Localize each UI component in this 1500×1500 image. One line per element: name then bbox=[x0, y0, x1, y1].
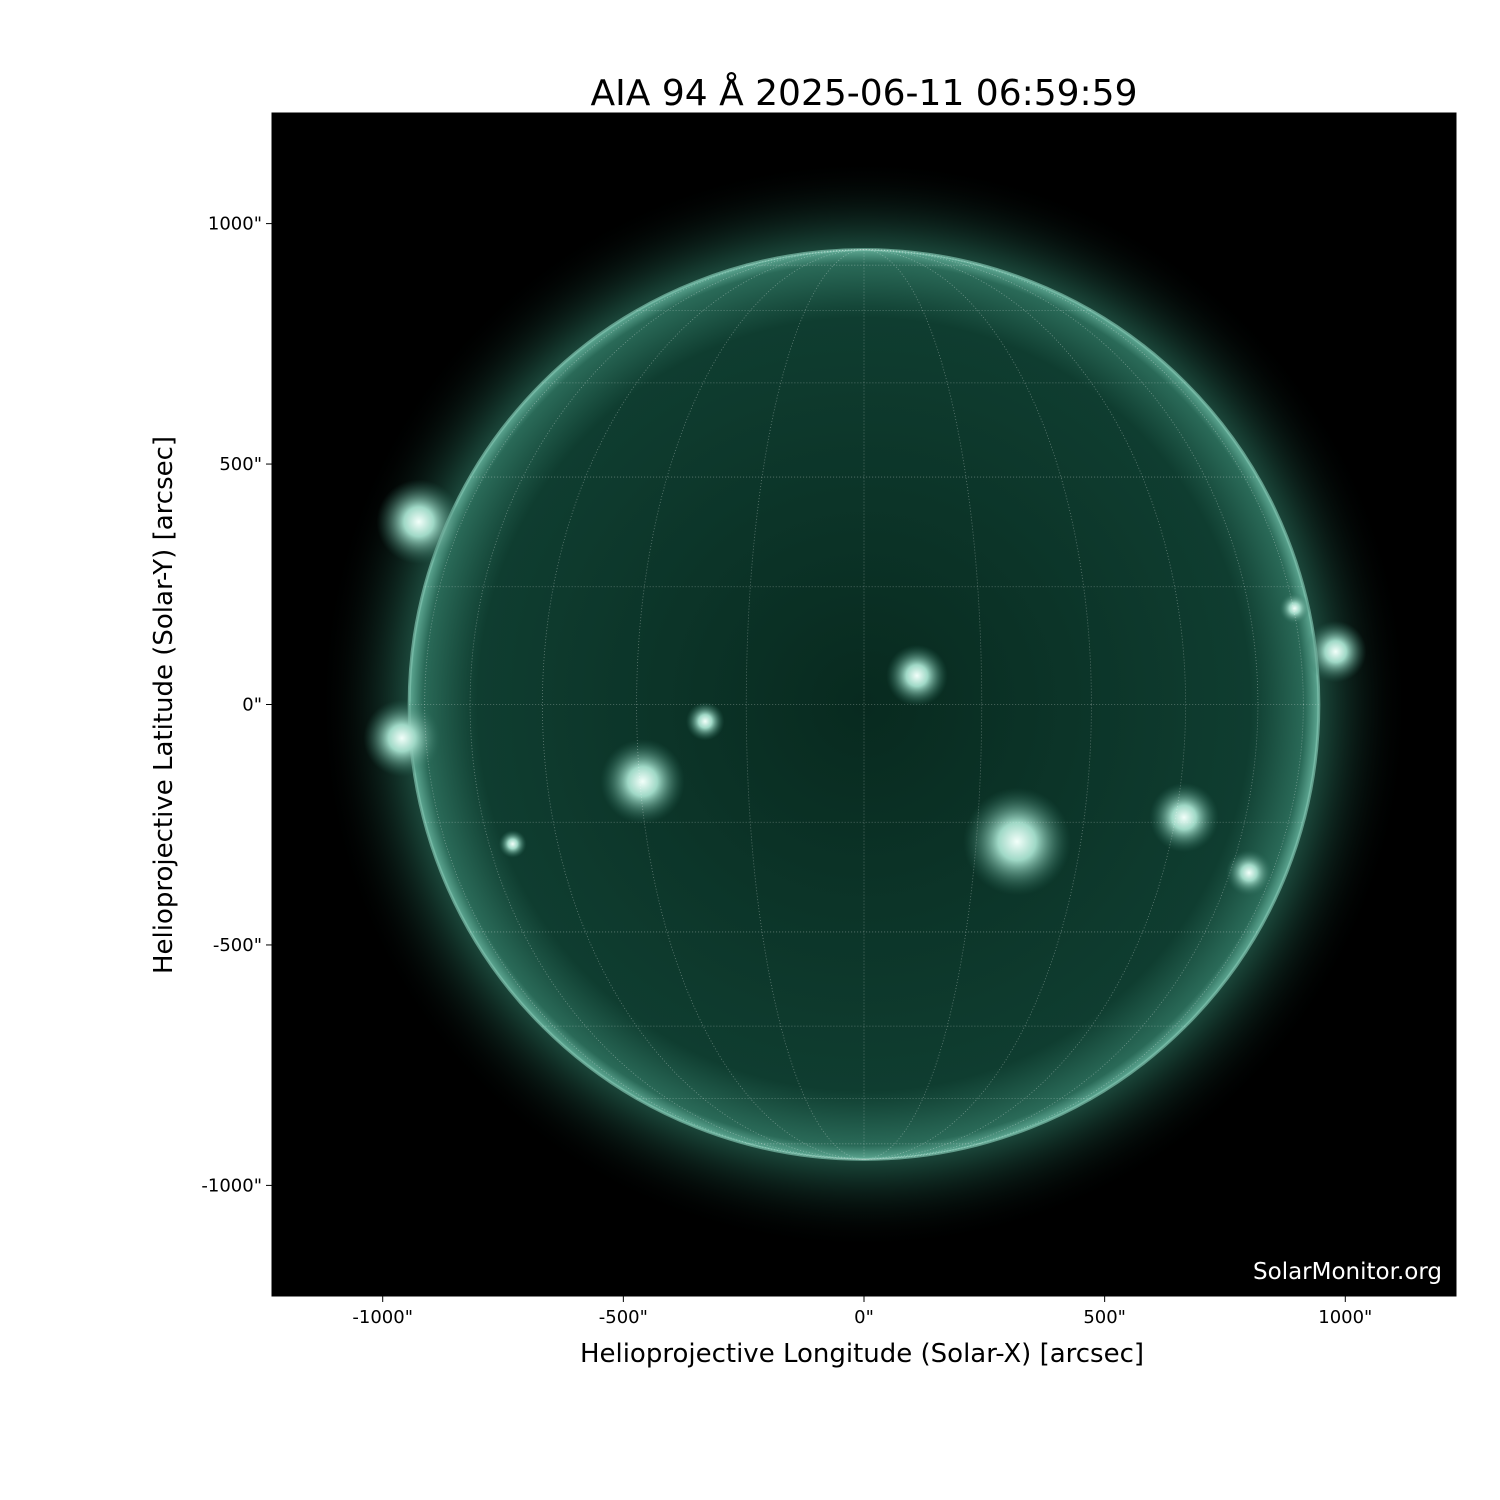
longitude-line bbox=[469, 249, 1259, 1160]
x-tick-label: -1000" bbox=[352, 1307, 413, 1328]
plot-title: AIA 94 Å 2025-06-11 06:59:59 bbox=[591, 71, 1138, 114]
longitude-line bbox=[424, 249, 1304, 1160]
active-region bbox=[363, 699, 441, 777]
active-region bbox=[963, 787, 1071, 896]
x-tick-label: 500" bbox=[1083, 1307, 1126, 1328]
sun-image bbox=[318, 158, 1410, 1251]
active-region bbox=[1279, 592, 1311, 624]
active-region bbox=[886, 644, 948, 707]
longitude-line bbox=[745, 249, 983, 1160]
y-tick-label: 0" bbox=[242, 695, 262, 716]
y-tick-label: -1000" bbox=[201, 1175, 262, 1196]
x-tick-label: -500" bbox=[599, 1307, 648, 1328]
active-region bbox=[376, 479, 462, 565]
active-region bbox=[1226, 849, 1273, 896]
y-tick-label: 500" bbox=[219, 454, 262, 475]
y-axis-label: Helioprojective Latitude (Solar-Y) [arcs… bbox=[149, 436, 179, 974]
y-tick-label: -500" bbox=[213, 935, 262, 956]
watermark: SolarMonitor.org bbox=[1253, 1259, 1442, 1285]
ticks: -1000" -500" 0" 500" 1000" 1000" 500" 0" -500" -1… bbox=[201, 214, 1372, 1328]
x-tick-label: 0" bbox=[854, 1307, 874, 1328]
active-region bbox=[1304, 620, 1367, 683]
active-region bbox=[600, 739, 685, 824]
longitude-line bbox=[541, 249, 1187, 1160]
active-region bbox=[498, 830, 527, 858]
longitude-line bbox=[636, 249, 1092, 1160]
active-region bbox=[685, 702, 725, 741]
active-region bbox=[1149, 782, 1219, 853]
x-axis-label: Helioprojective Longitude (Solar-X) [arc… bbox=[580, 1339, 1144, 1369]
x-tick-label: 1000" bbox=[1318, 1307, 1372, 1328]
solar-disk bbox=[409, 249, 1319, 1160]
heliographic-grid bbox=[409, 249, 1319, 1160]
y-tick-label: 1000" bbox=[208, 214, 262, 235]
